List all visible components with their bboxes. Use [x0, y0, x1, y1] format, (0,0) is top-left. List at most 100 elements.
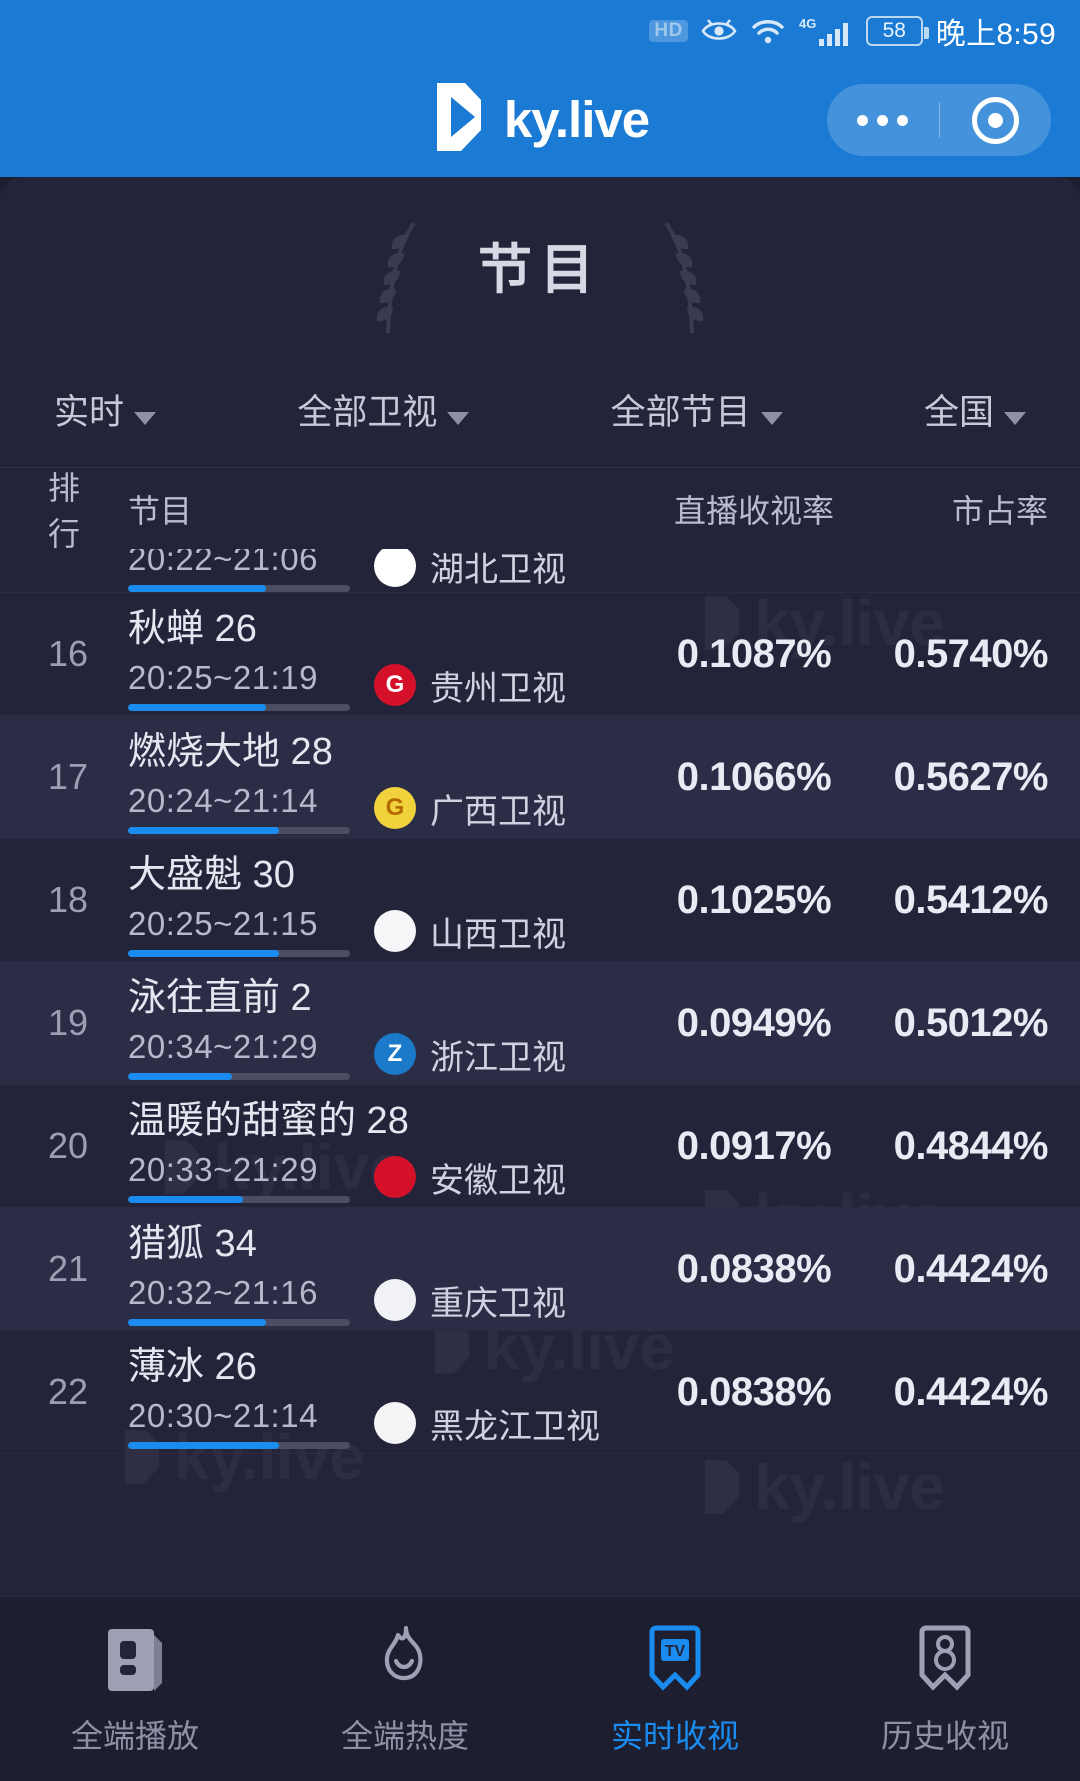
row-live-rating: 0.0917% [676, 1123, 832, 1168]
tab-label: 全端播放 [70, 1718, 199, 1754]
row-program-cell: 20:22~21:06 湖北卫视 [110, 549, 650, 592]
row-channel: G 广西卫视 [374, 784, 566, 833]
row-market-share: 0.5012% [893, 1000, 1049, 1045]
row-channel: 黑龙江卫视 [374, 1399, 600, 1448]
table-row[interactable]: 18 大盛魁 30 20:25~21:15 山西卫视 0.1025% 0.5412% [0, 839, 1080, 962]
filter-channel[interactable]: 全部卫视 [297, 384, 470, 435]
row-progress-bar [128, 950, 350, 957]
row-time-range: 20:25~21:15 [128, 905, 318, 942]
signal-bars-icon: 4G [799, 15, 853, 47]
row-program-name: 猎狐 34 [128, 1223, 257, 1265]
channel-logo-icon [374, 910, 416, 952]
filter-time-range[interactable]: 实时 [54, 384, 157, 435]
close-miniprogram-button[interactable] [940, 84, 1052, 156]
chevron-down-icon [134, 412, 157, 425]
chevron-down-icon [1004, 412, 1026, 425]
tab-history-ratings[interactable]: 历史收视 [810, 1623, 1080, 1757]
row-channel-name: 湖北卫视 [430, 550, 566, 589]
row-progress-bar [128, 704, 350, 711]
row-subinfo: 20:25~21:15 山西卫视 [128, 905, 650, 957]
miniprogram-capsule[interactable] [827, 84, 1051, 156]
filter-region[interactable]: 全国 [924, 384, 1026, 435]
table-header: 排行 节目 直播收视率 市占率 [0, 467, 1080, 552]
row-live-rating: 0.1025% [676, 877, 832, 922]
table-row[interactable]: 17 燃烧大地 28 20:24~21:14 G 广西卫视 0.1066% 0.5627% [0, 716, 1080, 839]
content-panel: ky.liveky.liveky.liveky.liveky.liveky.li… [0, 177, 1080, 1781]
row-time-range: 20:22~21:06 [128, 549, 318, 577]
tab-all-platform-play[interactable]: 全端播放 [0, 1623, 270, 1757]
row-market-share: 0.4424% [893, 1369, 1049, 1414]
row-live-rating: 0.1066% [676, 754, 832, 799]
eye-icon [701, 18, 737, 44]
row-progress-bar [128, 827, 350, 834]
filter-program-type[interactable]: 全部节目 [611, 384, 783, 435]
row-program-cell: 大盛魁 30 20:25~21:15 山西卫视 [110, 843, 650, 957]
clock: 晚上8:59 [935, 18, 1056, 51]
channel-logo-icon: Z [374, 1033, 416, 1075]
row-timebox: 20:22~21:06 [128, 549, 350, 592]
row-time-range: 20:30~21:14 [128, 1397, 318, 1434]
row-subinfo: 20:22~21:06 湖北卫视 [128, 549, 650, 592]
target-circle-icon [971, 96, 1019, 144]
row-rank: 17 [48, 756, 89, 797]
row-subinfo: 20:30~21:14 黑龙江卫视 [128, 1397, 650, 1449]
channel-logo-icon: G [374, 664, 416, 706]
row-time-range: 20:32~21:16 [128, 1274, 318, 1311]
filter-label: 全部卫视 [297, 393, 438, 432]
row-rank: 18 [48, 879, 89, 920]
program-ranking-list[interactable]: 20:22~21:06 湖北卫视 16 秋蝉 26 20:25~21:19 G 贵州卫视 0.… [0, 549, 1080, 1454]
tv-badge-icon: TV [646, 1623, 704, 1697]
row-channel-name: 广西卫视 [430, 792, 566, 831]
svg-text:TV: TV [665, 1643, 686, 1660]
filter-label: 实时 [54, 393, 125, 432]
table-row[interactable]: 21 猎狐 34 20:32~21:16 重庆卫视 0.0838% 0.4424% [0, 1208, 1080, 1331]
row-program-name: 秋蝉 26 [128, 608, 257, 650]
row-channel: 重庆卫视 [374, 1276, 566, 1325]
chevron-down-icon [760, 412, 783, 425]
row-timebox: 20:32~21:16 [128, 1274, 350, 1326]
channel-logo-icon: G [374, 787, 416, 829]
row-progress-bar [128, 1442, 350, 1449]
table-row[interactable]: 16 秋蝉 26 20:25~21:19 G 贵州卫视 0.1087% 0.5740% [0, 593, 1080, 716]
row-rank: 21 [48, 1248, 89, 1289]
battery-icon: 58 [865, 16, 929, 46]
row-rank: 19 [48, 1002, 89, 1043]
table-row[interactable]: 20:22~21:06 湖北卫视 [0, 549, 1080, 593]
column-header-share: 市占率 [951, 492, 1048, 529]
tab-realtime-ratings[interactable]: TV 实时收视 [540, 1623, 810, 1757]
filter-bar: 实时 全部卫视 全部节目 全国 [0, 352, 1080, 467]
row-timebox: 20:25~21:19 [128, 659, 350, 711]
page-title-area: 节目 [0, 177, 1080, 352]
row-time-range: 20:25~21:19 [128, 659, 318, 696]
row-rank: 16 [48, 633, 89, 674]
device-play-icon [106, 1623, 164, 1697]
row-channel-name: 黑龙江卫视 [430, 1407, 600, 1446]
row-channel-name: 重庆卫视 [430, 1284, 566, 1323]
brand-name: ky.live [503, 91, 650, 148]
row-time-range: 20:34~21:29 [128, 1028, 318, 1065]
row-progress-bar [128, 1319, 350, 1326]
row-timebox: 20:25~21:15 [128, 905, 350, 957]
column-header-rank: 排行 [48, 469, 81, 552]
flame-icon [376, 1623, 434, 1697]
battery-level: 58 [882, 19, 906, 42]
row-rank: 20 [48, 1125, 89, 1166]
chevron-down-icon [447, 412, 470, 425]
row-timebox: 20:33~21:29 [128, 1151, 350, 1203]
table-row[interactable]: 22 薄冰 26 20:30~21:14 黑龙江卫视 0.0838% 0.4424% [0, 1331, 1080, 1454]
more-menu-button[interactable] [827, 84, 939, 156]
row-live-rating: 0.0838% [676, 1369, 832, 1414]
row-market-share: 0.4424% [893, 1246, 1049, 1291]
laurel-wreath-icon [368, 219, 426, 344]
row-program-cell: 猎狐 34 20:32~21:16 重庆卫视 [110, 1212, 650, 1326]
brand: ky.live [431, 81, 650, 158]
row-program-cell: 薄冰 26 20:30~21:14 黑龙江卫视 [110, 1335, 650, 1449]
row-program-name: 温暖的甜蜜的 28 [128, 1100, 409, 1142]
row-live-rating: 0.0838% [676, 1246, 832, 1291]
row-program-name: 薄冰 26 [128, 1346, 257, 1388]
row-channel-name: 浙江卫视 [430, 1038, 566, 1077]
table-row[interactable]: 19 泳往直前 2 20:34~21:29 Z 浙江卫视 0.0949% 0.5012% [0, 962, 1080, 1085]
row-rank: 22 [48, 1371, 89, 1412]
tab-all-platform-heat[interactable]: 全端热度 [270, 1623, 540, 1757]
table-row[interactable]: 20 温暖的甜蜜的 28 20:33~21:29 安徽卫视 0.0917% 0.4844% [0, 1085, 1080, 1208]
